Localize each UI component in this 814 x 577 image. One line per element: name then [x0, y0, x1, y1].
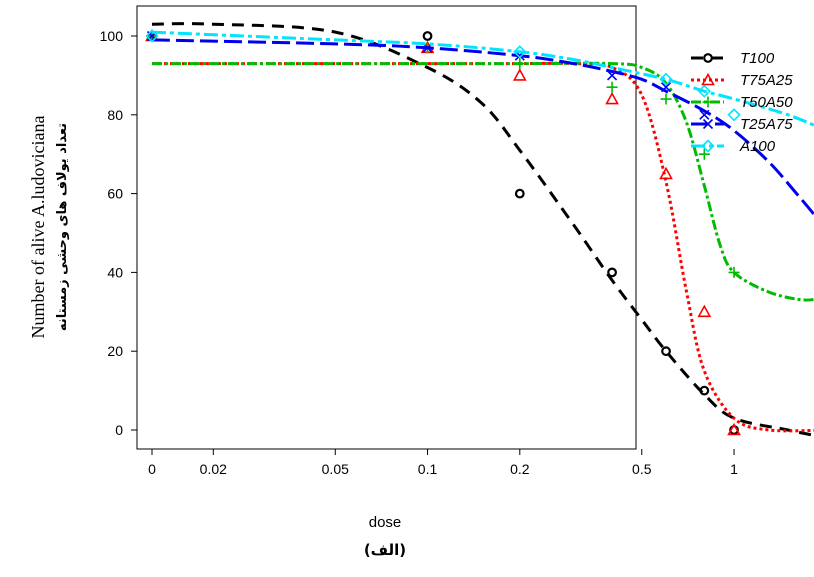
legend-item-t50a50: T50A50 — [691, 94, 793, 111]
legend-item-a100: A100 — [691, 138, 776, 155]
data-point-a100 — [697, 84, 711, 98]
series-t50a50 — [146, 30, 814, 302]
y-tick-label: 100 — [100, 28, 124, 44]
x-tick-label: 0.5 — [632, 461, 652, 477]
series-t75a25 — [145, 28, 814, 436]
data-point-a100 — [659, 72, 673, 86]
plot-frame — [136, 5, 637, 450]
x-tick-label: 0.05 — [322, 461, 349, 477]
legend-label-a100: A100 — [739, 138, 776, 155]
data-point-a100 — [727, 108, 741, 122]
data-point-a100 — [145, 29, 159, 43]
series-line-t75a25 — [151, 61, 814, 433]
x-tick-label: 0.1 — [418, 461, 438, 477]
x-tick-label: 0.02 — [200, 461, 227, 477]
data-point-t75a25 — [605, 91, 619, 105]
legend-label-t75a25: T75A25 — [740, 72, 793, 89]
data-point-t25a75 — [607, 70, 618, 81]
data-point-t75a25 — [697, 304, 712, 318]
y-axis-title: Number of alive A.ludoviciana — [28, 116, 48, 339]
data-point-t50a50 — [606, 81, 618, 93]
legend-item-t75a25: T75A25 — [691, 72, 793, 89]
legend-marker-t50a50 — [702, 96, 714, 108]
y-tick-label: 60 — [107, 186, 123, 202]
y-tick-label: 40 — [107, 264, 123, 280]
data-point-t100 — [699, 385, 710, 396]
data-point-t25a75 — [660, 82, 672, 93]
data-point-t50a50 — [514, 58, 526, 70]
legend-marker-t75a25 — [701, 72, 715, 86]
data-point-t75a25 — [727, 422, 741, 436]
legend-item-t25a75: T25A75 — [691, 116, 793, 133]
data-point-t100 — [607, 267, 617, 278]
y-tick-label: 20 — [107, 343, 123, 359]
data-point-t75a25 — [512, 68, 527, 81]
y-tick-label: 80 — [107, 107, 123, 123]
figure-caption: (الف) — [364, 541, 406, 559]
legend-label-t50a50: T50A50 — [740, 94, 793, 111]
series-line-t100 — [151, 22, 814, 437]
series-layer — [145, 22, 814, 437]
series-line-a100 — [151, 30, 814, 127]
y-axis: 0 20 40 60 80 100 — [100, 28, 137, 438]
legend-marker-a100 — [701, 139, 715, 153]
x-axis: 00.020.050.10.20.512 — [148, 449, 738, 477]
legend-marker-t100 — [703, 53, 713, 63]
data-point-t100 — [514, 188, 525, 199]
legend-item-t100: T100 — [691, 50, 775, 67]
data-point-t75a25 — [659, 166, 673, 180]
data-point-t50a50 — [698, 148, 710, 160]
x-tick-label: 0.2 — [510, 461, 530, 477]
data-point-t50a50 — [660, 93, 672, 105]
data-point-t50a50 — [728, 266, 740, 278]
series-t100 — [147, 22, 814, 437]
y-axis-title-secondary: تعداد یولاف های وحشی زمستانه — [55, 123, 70, 331]
x-axis-title: dose — [369, 514, 402, 531]
legend: T100 T75A25 T50A50 T25A75 A100 — [691, 50, 793, 155]
x-tick-label: 1 — [730, 461, 738, 477]
legend-label-t25a75: T25A75 — [740, 116, 793, 133]
legend-marker-t25a75 — [702, 118, 714, 130]
series-a100 — [145, 29, 814, 127]
legend-label-t100: T100 — [740, 50, 775, 67]
x-tick-label: 0 — [148, 461, 156, 477]
data-point-t100 — [661, 346, 671, 357]
data-point-t100 — [422, 31, 433, 41]
data-point-t25a75 — [699, 109, 710, 120]
y-tick-label: 0 — [115, 422, 123, 438]
series-line-t50a50 — [151, 61, 814, 302]
series-line-t25a75 — [151, 38, 814, 217]
data-point-a100 — [513, 45, 527, 59]
